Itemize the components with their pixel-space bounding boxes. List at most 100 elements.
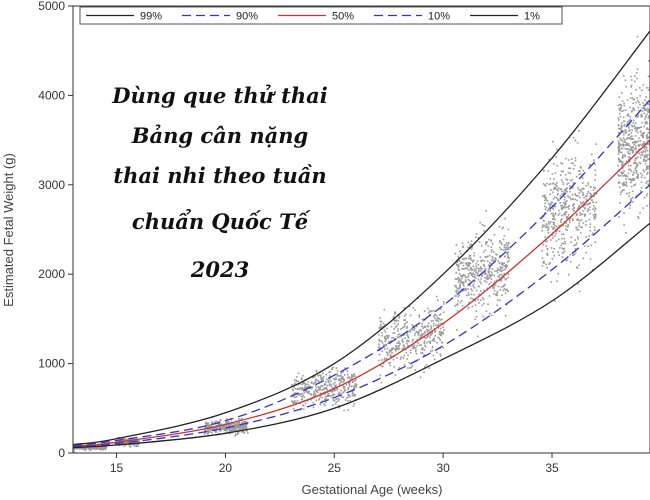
scatter-point [433,340,436,343]
scatter-point [647,137,649,139]
scatter-point [621,167,624,169]
scatter-point [644,154,647,156]
scatter-point [546,226,548,229]
scatter-point [648,111,650,113]
scatter-point [642,207,644,209]
legend-label: 10% [428,11,450,23]
scatter-point [403,315,406,317]
scatter-point [418,316,420,318]
scatter-point [206,430,209,433]
scatter-point [559,195,562,197]
scatter-point [554,187,557,190]
scatter-point [393,315,395,318]
scatter-point [627,144,629,146]
scatter-point [236,426,239,428]
scatter-point [502,226,504,229]
scatter-point [461,304,464,307]
scatter-point [590,244,593,246]
scatter-point [561,206,563,209]
scatter-point [73,450,75,453]
scatter-point [204,432,207,434]
scatter-point [462,245,464,248]
scatter-point [461,275,463,278]
scatter-point [332,404,334,407]
scatter-point [625,181,628,183]
scatter-point [314,375,316,377]
scatter-point [551,234,554,236]
scatter-point [572,186,574,189]
scatter-point [406,358,408,360]
scatter-point [565,203,567,205]
scatter-point [564,173,567,176]
scatter-point [546,210,549,212]
scatter-point [427,334,430,336]
scatter-point [328,381,330,383]
scatter-point [439,313,442,315]
scatter-point [443,329,445,331]
scatter-point [552,228,554,230]
scatter-point [625,183,627,186]
scatter-point [380,323,382,326]
scatter-point [209,426,212,428]
scatter-point [298,388,301,390]
overlay-text-line: 2023 [190,257,249,282]
legend-label: 99% [140,11,162,23]
scatter-point [494,284,497,286]
scatter-point [383,329,386,331]
scatter-point [631,79,633,81]
scatter-point [431,349,434,352]
scatter-point [319,396,321,398]
scatter-point [624,109,627,111]
scatter-point [397,345,399,348]
scatter-point [557,187,559,189]
scatter-point [562,202,565,204]
scatter-point [242,424,245,426]
scatter-point [638,161,641,164]
scatter-point [628,160,631,163]
scatter-point [313,392,315,394]
scatter-point [204,430,206,432]
scatter-point [554,224,556,227]
scatter-point [647,131,650,134]
scatter-point [389,350,391,352]
scatter-point [505,278,507,280]
scatter-point [642,134,644,137]
scatter-point [548,263,550,265]
scatter-point [648,87,650,89]
scatter-point [227,424,230,426]
scatter-point [552,198,555,200]
scatter-point [623,129,625,132]
scatter-point [464,274,466,277]
scatter-point [405,313,407,316]
scatter-point [545,245,547,247]
scatter-point [577,218,579,221]
scatter-point [487,303,489,306]
scatter-point [422,327,424,330]
scatter-point [595,193,598,195]
scatter-point [347,388,350,391]
scatter-point [506,248,508,250]
scatter-point [464,279,467,281]
scatter-point [417,332,420,335]
scatter-point [338,378,341,380]
scatter-point [645,194,648,197]
scatter-point [549,203,551,205]
scatter-point [571,218,574,220]
scatter-point [432,315,435,318]
scatter-point [483,302,485,305]
scatter-point [633,109,636,111]
scatter-point [647,75,650,78]
scatter-point [507,251,510,254]
scatter-point [563,191,565,193]
scatter-point [463,284,465,287]
scatter-point [321,385,324,387]
scatter-point [402,341,404,343]
scatter-point [490,251,493,253]
scatter-point [630,164,632,167]
scatter-point [577,195,579,197]
scatter-point [309,392,311,395]
scatter-point [567,195,569,197]
scatter-point [593,216,595,218]
scatter-point [645,109,647,112]
scatter-point [504,255,506,258]
